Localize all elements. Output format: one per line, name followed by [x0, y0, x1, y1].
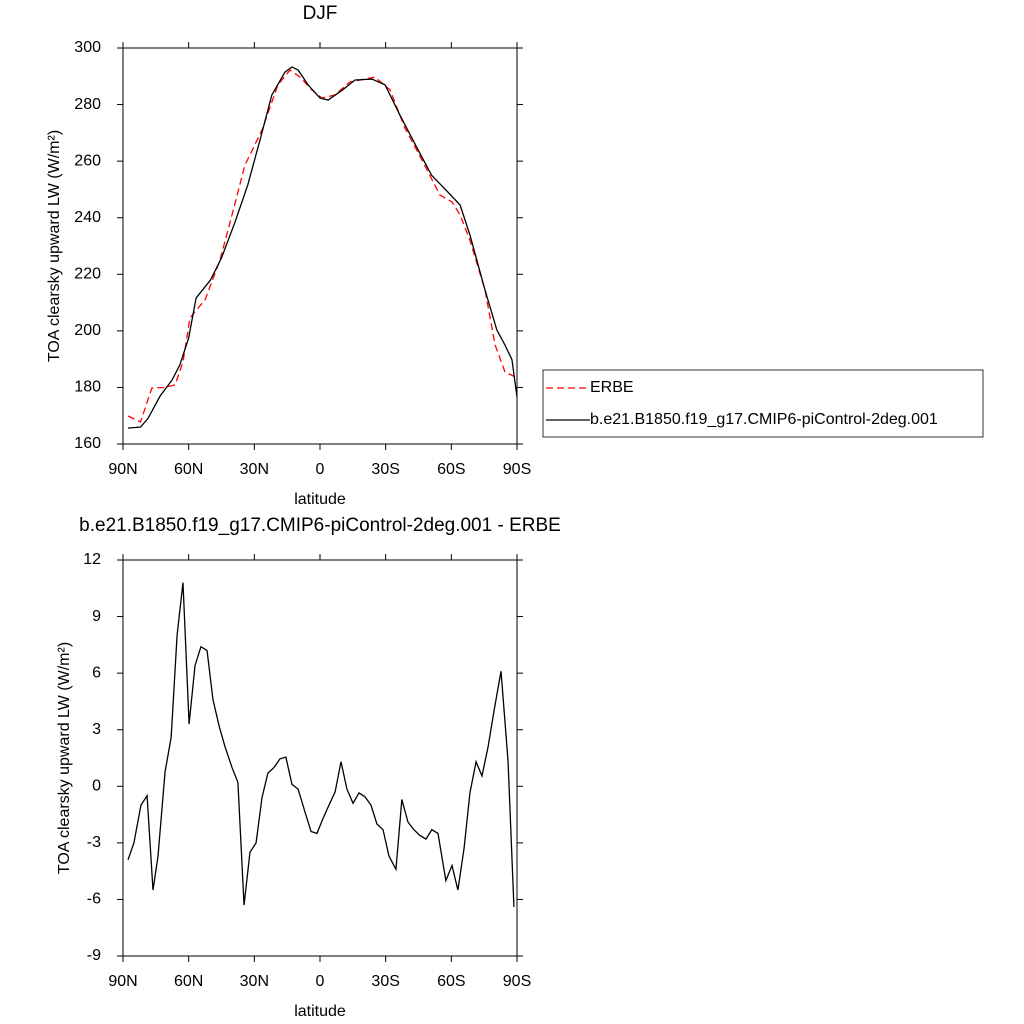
y-tick-label: 180 [74, 379, 101, 396]
y-tick-label: 240 [74, 209, 101, 226]
y-tick-label: 280 [74, 96, 101, 113]
y-tick-label: -3 [87, 834, 101, 851]
y-tick-label: 160 [74, 435, 101, 452]
data-line [127, 69, 518, 423]
x-tick-label: 60N [174, 461, 203, 478]
x-tick-label: 90N [108, 461, 137, 478]
y-tick-label: 260 [74, 152, 101, 169]
chart-title: b.e21.B1850.f19_g17.CMIP6-piControl-2deg… [79, 515, 561, 536]
x-tick-label: 60N [174, 973, 203, 990]
x-tick-label: 90N [108, 973, 137, 990]
y-axis-label: TOA clearsky upward LW (W/m²) [56, 642, 73, 874]
x-tick-label: 60S [437, 973, 465, 990]
x-tick-label: 30N [240, 461, 269, 478]
legend-label: b.e21.B1850.f19_g17.CMIP6-piControl-2deg… [590, 411, 938, 428]
x-tick-label: 30N [240, 973, 269, 990]
x-tick-label: 0 [316, 973, 325, 990]
y-tick-label: 3 [92, 721, 101, 738]
x-tick-label: 90S [503, 973, 531, 990]
plot-frame [122, 559, 518, 957]
x-tick-label: 60S [437, 461, 465, 478]
data-line [127, 66, 518, 429]
y-tick-label: 6 [92, 664, 101, 681]
y-tick-label: -6 [87, 891, 101, 908]
x-axis-label: latitude [294, 491, 346, 508]
y-axis-label: TOA clearsky upward LW (W/m²) [46, 130, 63, 362]
chart-title: DJF [303, 3, 338, 24]
y-tick-label: 300 [74, 39, 101, 56]
y-tick-label: 12 [83, 551, 101, 568]
x-tick-label: 30S [371, 973, 399, 990]
y-tick-label: 9 [92, 608, 101, 625]
plot-frame [122, 47, 518, 445]
y-tick-label: 0 [92, 778, 101, 795]
x-tick-label: 0 [316, 461, 325, 478]
y-tick-label: 200 [74, 322, 101, 339]
x-axis-label: latitude [294, 1003, 346, 1020]
x-tick-label: 30S [371, 461, 399, 478]
legend-box [542, 369, 984, 438]
y-tick-label: 220 [74, 266, 101, 283]
x-tick-label: 90S [503, 461, 531, 478]
legend-label: ERBE [590, 379, 634, 396]
data-line [127, 582, 515, 907]
y-tick-label: -9 [87, 947, 101, 964]
